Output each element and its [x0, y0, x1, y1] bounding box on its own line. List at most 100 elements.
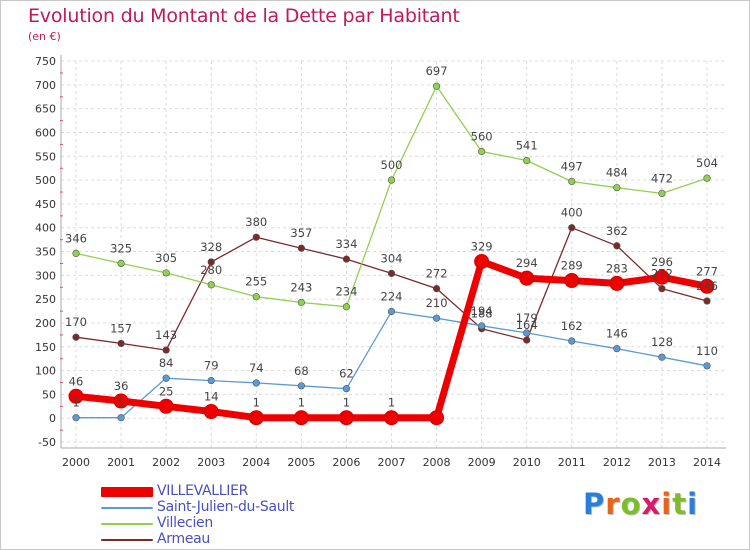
legend-label: Armeau [157, 531, 210, 547]
y-tick-label: 100 [35, 365, 56, 378]
data-point [207, 258, 215, 266]
data-point [342, 303, 351, 311]
data-label: 272 [651, 267, 673, 281]
data-point [658, 189, 666, 197]
data-label: 296 [651, 255, 673, 269]
data-label: 294 [516, 256, 538, 270]
legend-swatch [101, 507, 153, 509]
logo-letter: P [583, 487, 606, 521]
data-label: 84 [159, 356, 174, 370]
data-point [429, 410, 445, 426]
data-point [703, 174, 711, 182]
data-label: 46 [69, 374, 84, 388]
data-label: 541 [516, 139, 538, 153]
data-label: 146 [606, 327, 628, 341]
data-label: 329 [471, 240, 493, 254]
data-point [297, 382, 305, 390]
data-point [68, 388, 84, 404]
x-tick-label: 2012 [603, 456, 631, 469]
data-point [568, 337, 576, 345]
data-point [162, 374, 170, 382]
data-point [342, 385, 351, 393]
data-label: 157 [110, 321, 132, 335]
data-label: 164 [516, 318, 538, 332]
data-label: 79 [204, 359, 219, 373]
data-point [297, 298, 305, 307]
data-point [568, 177, 576, 186]
data-point [297, 244, 305, 252]
x-tick-label: 2000 [62, 456, 90, 469]
data-point [613, 184, 621, 192]
legend-swatch [101, 523, 153, 525]
y-tick-label: 500 [35, 174, 56, 187]
data-point [523, 156, 531, 165]
y-tick-label: 700 [35, 79, 56, 92]
data-point [117, 339, 125, 348]
data-point [207, 376, 215, 385]
data-label: 143 [155, 328, 177, 342]
data-point [523, 329, 531, 337]
data-point [432, 82, 441, 90]
data-label: 497 [561, 159, 583, 173]
data-label: 380 [245, 215, 267, 229]
data-point [162, 346, 170, 354]
y-tick-label: -50 [38, 436, 56, 449]
data-label: 328 [200, 240, 222, 254]
x-tick-label: 2001 [107, 456, 135, 469]
x-tick-label: 2006 [332, 456, 360, 469]
x-tick-label: 2007 [378, 456, 406, 469]
legend-swatch [101, 487, 153, 497]
legend-label: Saint-Julien-du-Sault [157, 499, 295, 515]
data-label: 188 [471, 307, 493, 321]
x-tick-label: 2011 [558, 456, 586, 469]
data-point [252, 233, 260, 241]
logo-letter: i [687, 487, 699, 521]
data-point [478, 322, 486, 330]
data-label: 289 [561, 259, 583, 273]
data-point [613, 242, 621, 250]
proxiti-logo: Proxiti [583, 487, 698, 521]
y-tick-label: 650 [35, 103, 56, 116]
data-label: 74 [249, 361, 264, 375]
chart-subtitle: (en €) [28, 30, 61, 43]
data-label: 25 [159, 384, 174, 398]
y-tick-label: 350 [35, 246, 56, 259]
data-label: 110 [696, 344, 718, 358]
data-label: 357 [290, 226, 312, 240]
data-label: 255 [245, 275, 267, 289]
y-tick-label: 450 [35, 198, 56, 211]
legend-label: Villecien [157, 515, 213, 531]
data-point [703, 362, 711, 370]
data-label: 280 [200, 263, 222, 277]
data-label: 68 [294, 364, 309, 378]
data-label: 697 [426, 64, 448, 78]
data-label: 272 [426, 267, 448, 281]
data-point [387, 307, 396, 316]
x-tick-label: 2014 [693, 456, 721, 469]
data-point [523, 336, 531, 344]
data-point [519, 270, 535, 286]
data-label: 304 [381, 251, 403, 265]
y-tick-label: 400 [35, 222, 56, 235]
data-point [609, 275, 625, 291]
data-point [252, 293, 260, 301]
data-label: 210 [426, 296, 448, 310]
y-tick-label: 300 [35, 269, 56, 282]
data-point [158, 398, 174, 414]
data-label: 1 [343, 396, 350, 410]
data-label: 500 [381, 158, 403, 172]
data-point [658, 353, 666, 361]
data-point [387, 176, 396, 184]
y-tick-label: 600 [35, 126, 56, 139]
data-point [117, 414, 125, 422]
data-point [432, 314, 441, 322]
data-point [658, 285, 666, 293]
data-point [207, 281, 215, 289]
data-label: 162 [561, 319, 583, 333]
y-tick-label: 0 [49, 412, 56, 425]
data-label: 484 [606, 166, 628, 180]
data-label: 246 [696, 279, 718, 293]
data-point [342, 255, 351, 263]
x-tick-label: 2013 [648, 456, 676, 469]
data-label: 1 [117, 396, 124, 410]
